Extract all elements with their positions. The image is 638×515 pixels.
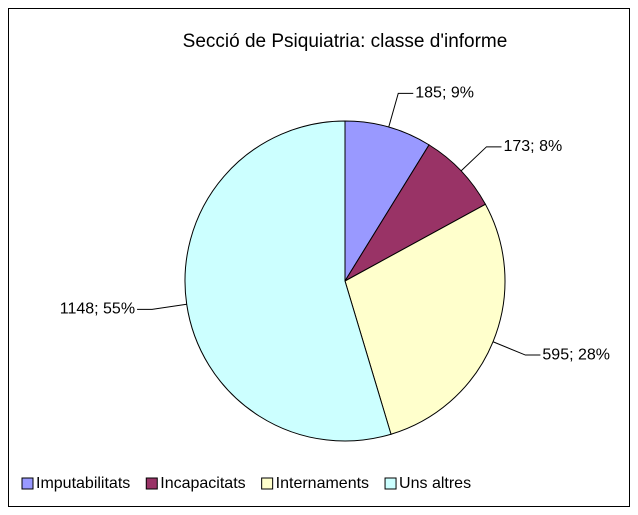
legend-swatch	[261, 477, 274, 490]
leader-line	[460, 146, 502, 172]
pie-slice	[344, 120, 430, 283]
legend-swatch	[145, 477, 158, 490]
data-label: 185; 9%	[415, 85, 474, 102]
leader-line	[492, 341, 541, 356]
legend-label: Incapacitats	[160, 475, 245, 492]
legend-swatch	[21, 477, 34, 490]
legend-label: Uns altres	[399, 475, 471, 492]
legend-label: Imputabilitats	[36, 475, 130, 492]
legend-swatch	[384, 477, 397, 490]
leader-line	[388, 92, 414, 128]
legend-label: Internaments	[276, 475, 369, 492]
leader-line	[137, 303, 187, 310]
chart-title: Secció de Psiquiatria: classe d'informe	[183, 31, 508, 52]
data-label: 595; 28%	[542, 346, 610, 363]
pie-slice	[184, 120, 392, 442]
data-label: 1148; 55%	[60, 301, 135, 318]
data-label: 173; 8%	[503, 138, 562, 155]
